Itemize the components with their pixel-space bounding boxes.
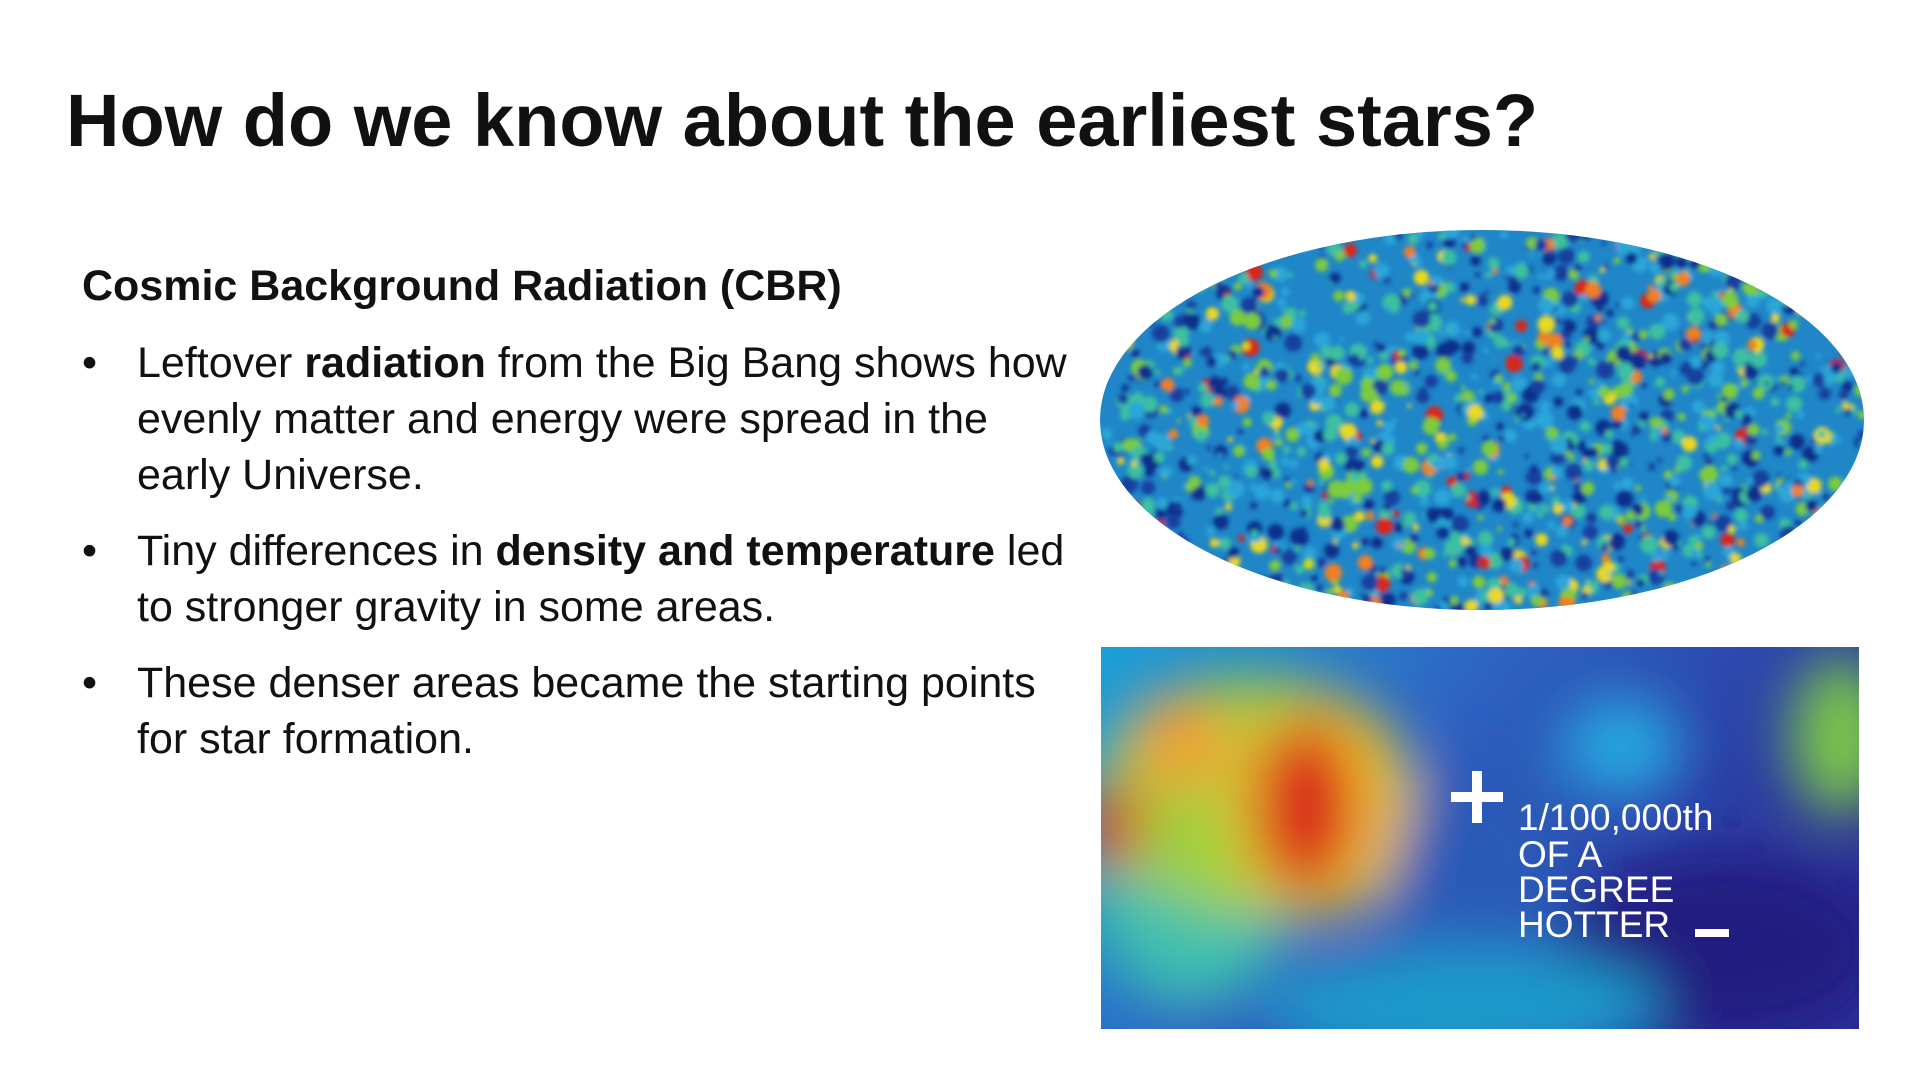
caption-line: HOTTER: [1518, 904, 1671, 945]
section-heading: Cosmic Background Radiation (CBR): [82, 262, 842, 310]
plus-sign: [1472, 771, 1482, 823]
text: from the Big Bang shows how evenly matte…: [137, 339, 1067, 499]
text: These denser areas became the starting p…: [137, 659, 1036, 763]
text: led to stronger gravity in some areas.: [137, 527, 1065, 631]
bullet-item: Tiny differences in density and temperat…: [82, 523, 1072, 635]
bullet-list: Leftover radiation from the Big Bang sho…: [82, 335, 1072, 787]
bold-text: density and temperature: [495, 527, 995, 575]
bold-text: radiation: [304, 339, 486, 387]
caption-line: DEGREE: [1518, 869, 1675, 910]
bullet-item: Leftover radiation from the Big Bang sho…: [82, 335, 1072, 503]
caption-line: OF A: [1518, 834, 1603, 875]
bullet-item: These denser areas became the starting p…: [82, 655, 1072, 767]
minus-sign: [1695, 929, 1729, 937]
cmb-map: [1100, 230, 1864, 610]
text: Leftover: [137, 339, 305, 387]
figure-caption: 1/100,000th OF A DEGREE HOTTER: [1518, 797, 1714, 945]
caption-line: 1/100,000th: [1518, 797, 1714, 838]
temperature-heatmap: [1101, 647, 1859, 1029]
slide-title: How do we know about the earliest stars?: [66, 79, 1539, 162]
text: Tiny differences in: [137, 527, 496, 575]
